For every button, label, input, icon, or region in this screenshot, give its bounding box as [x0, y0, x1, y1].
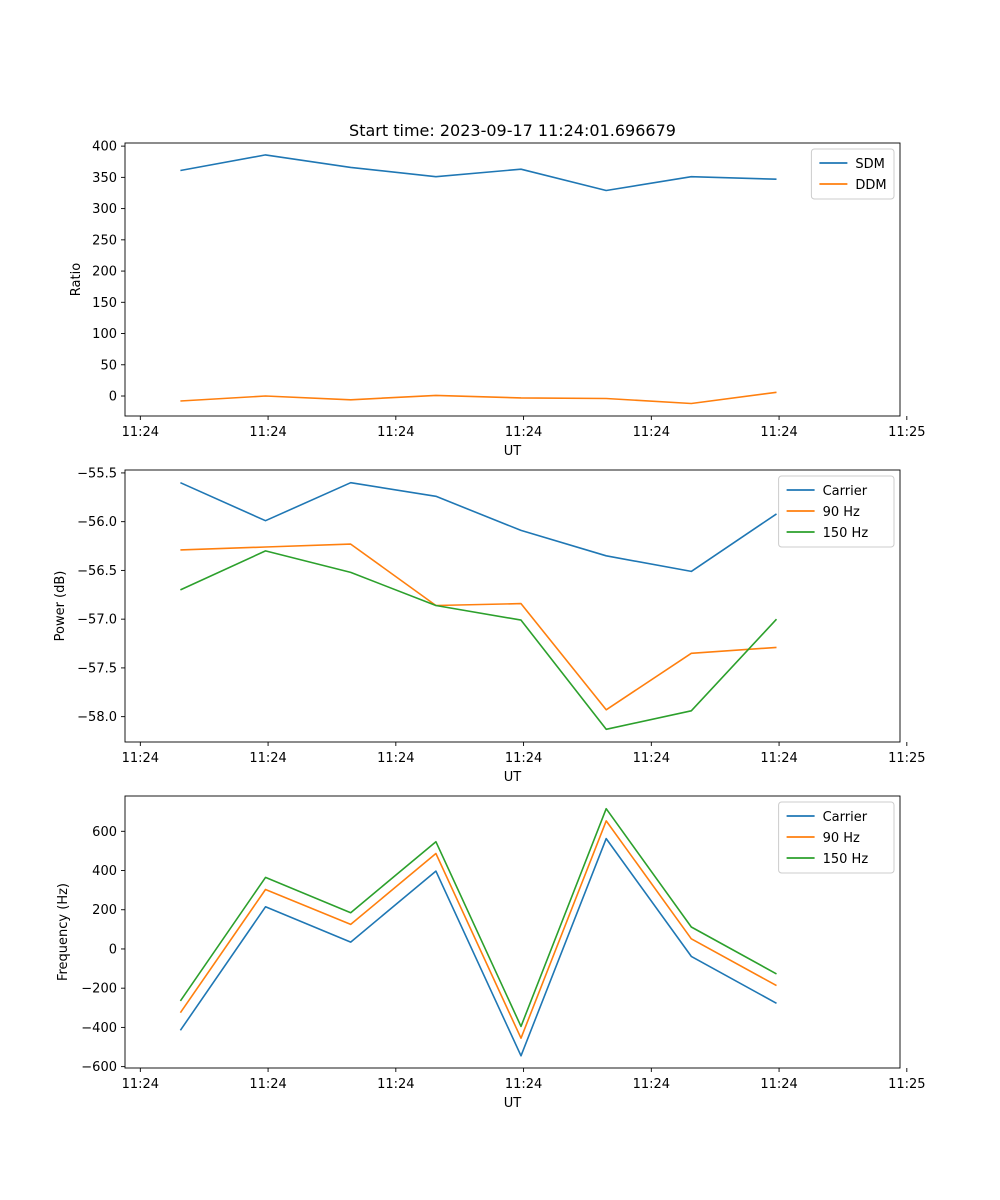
- y-tick-label: −57.5: [77, 661, 117, 676]
- legend-box: [778, 475, 895, 548]
- y-tick-label: 50: [100, 358, 117, 373]
- panels: 11:24 11:24 11:24 11:24 11:24 11:24 11:25 0 50 10…: [53, 140, 926, 1111]
- legend: SDM DDM: [810, 148, 895, 200]
- series-line-90-hz: [179, 820, 777, 1039]
- legend: Carrier 90 Hz 150 Hz: [778, 801, 895, 874]
- legend-label: DDM: [855, 178, 886, 193]
- y-tick-label: 0: [109, 942, 117, 957]
- series-line-ddm: [180, 391, 777, 405]
- legend-label: 150 Hz: [823, 852, 869, 867]
- x-tick-label: 11:24: [505, 1077, 542, 1092]
- y-tick-label: 200: [92, 903, 117, 918]
- x-tick-label: 11:24: [249, 425, 286, 440]
- series-line-150-hz: [180, 550, 778, 731]
- x-tick-label: 11:24: [633, 1077, 670, 1092]
- legend-label: 90 Hz: [823, 831, 860, 846]
- y-tick-label: 250: [92, 233, 117, 248]
- chart-panel-3: 11:24 11:24 11:24 11:24 11:24 11:24 11:25 −600 −…: [56, 795, 926, 1111]
- legend-label: SDM: [855, 157, 884, 172]
- x-tick-label: 11:25: [888, 1077, 925, 1092]
- x-tick-label: 11:24: [122, 425, 159, 440]
- y-tick-label: 200: [92, 265, 117, 280]
- x-tick-label: 11:24: [760, 751, 797, 766]
- y-tick-label: 150: [92, 296, 117, 311]
- legend-box: [810, 148, 895, 200]
- x-tick-label: 11:24: [122, 1077, 159, 1092]
- y-tick-label: 300: [92, 202, 117, 217]
- series-line-carrier: [180, 481, 777, 573]
- x-tick-label: 11:24: [249, 751, 286, 766]
- plot-frame: [124, 795, 901, 1069]
- y-tick-label: 400: [92, 140, 117, 155]
- series-line-carrier: [179, 837, 777, 1057]
- y-axis-label: Power (dB): [53, 571, 68, 642]
- y-axis-label: Frequency (Hz): [56, 883, 71, 981]
- y-tick-label: 100: [92, 327, 117, 342]
- y-axis-label: Ratio: [69, 263, 84, 296]
- y-tick-label: −57.0: [77, 613, 117, 628]
- x-tick-label: 11:24: [760, 1077, 797, 1092]
- y-tick-label: −58.0: [77, 710, 117, 725]
- y-tick-label: 350: [92, 171, 117, 186]
- x-tick-label: 11:24: [122, 751, 159, 766]
- x-tick-label: 11:24: [249, 1077, 286, 1092]
- series-line-150-hz: [179, 807, 777, 1028]
- chart-panel-2: 11:24 11:24 11:24 11:24 11:24 11:24 11:25 −58.0…: [53, 466, 926, 785]
- x-tick-label: 11:24: [633, 751, 670, 766]
- y-tick-label: −55.5: [77, 466, 117, 481]
- x-axis-label: UT: [504, 1096, 522, 1111]
- plot-frame: [124, 469, 901, 743]
- legend-label: 150 Hz: [823, 526, 869, 541]
- y-tick-label: 400: [92, 864, 117, 879]
- x-tick-label: 11:24: [760, 425, 797, 440]
- y-tick-label: −200: [81, 982, 117, 997]
- chart-panel-1: 11:24 11:24 11:24 11:24 11:24 11:24 11:25 0 50 10…: [69, 140, 926, 459]
- x-tick-label: 11:25: [888, 425, 925, 440]
- plot-frame: [124, 142, 901, 417]
- legend-label: Carrier: [823, 810, 868, 825]
- y-tick-label: −56.5: [77, 564, 117, 579]
- x-tick-label: 11:24: [505, 751, 542, 766]
- y-tick-label: 600: [92, 825, 117, 840]
- series-line-sdm: [180, 154, 777, 192]
- x-axis-label: UT: [504, 444, 522, 459]
- x-tick-label: 11:24: [377, 425, 414, 440]
- legend-label: 90 Hz: [823, 505, 860, 520]
- x-tick-label: 11:24: [377, 1077, 414, 1092]
- legend-box: [778, 801, 895, 874]
- series-line-90-hz: [180, 543, 777, 711]
- x-axis-label: UT: [504, 770, 522, 785]
- y-tick-label: −600: [81, 1060, 117, 1075]
- y-tick-label: 0: [109, 390, 117, 405]
- y-tick-label: −56.0: [77, 515, 117, 530]
- legend: Carrier 90 Hz 150 Hz: [778, 475, 895, 548]
- x-tick-label: 11:24: [505, 425, 542, 440]
- figure-title: Start time: 2023-09-17 11:24:01.696679: [349, 121, 676, 140]
- legend-label: Carrier: [823, 484, 868, 499]
- x-tick-label: 11:25: [888, 751, 925, 766]
- x-tick-label: 11:24: [377, 751, 414, 766]
- x-tick-label: 11:24: [633, 425, 670, 440]
- y-tick-label: −400: [81, 1021, 117, 1036]
